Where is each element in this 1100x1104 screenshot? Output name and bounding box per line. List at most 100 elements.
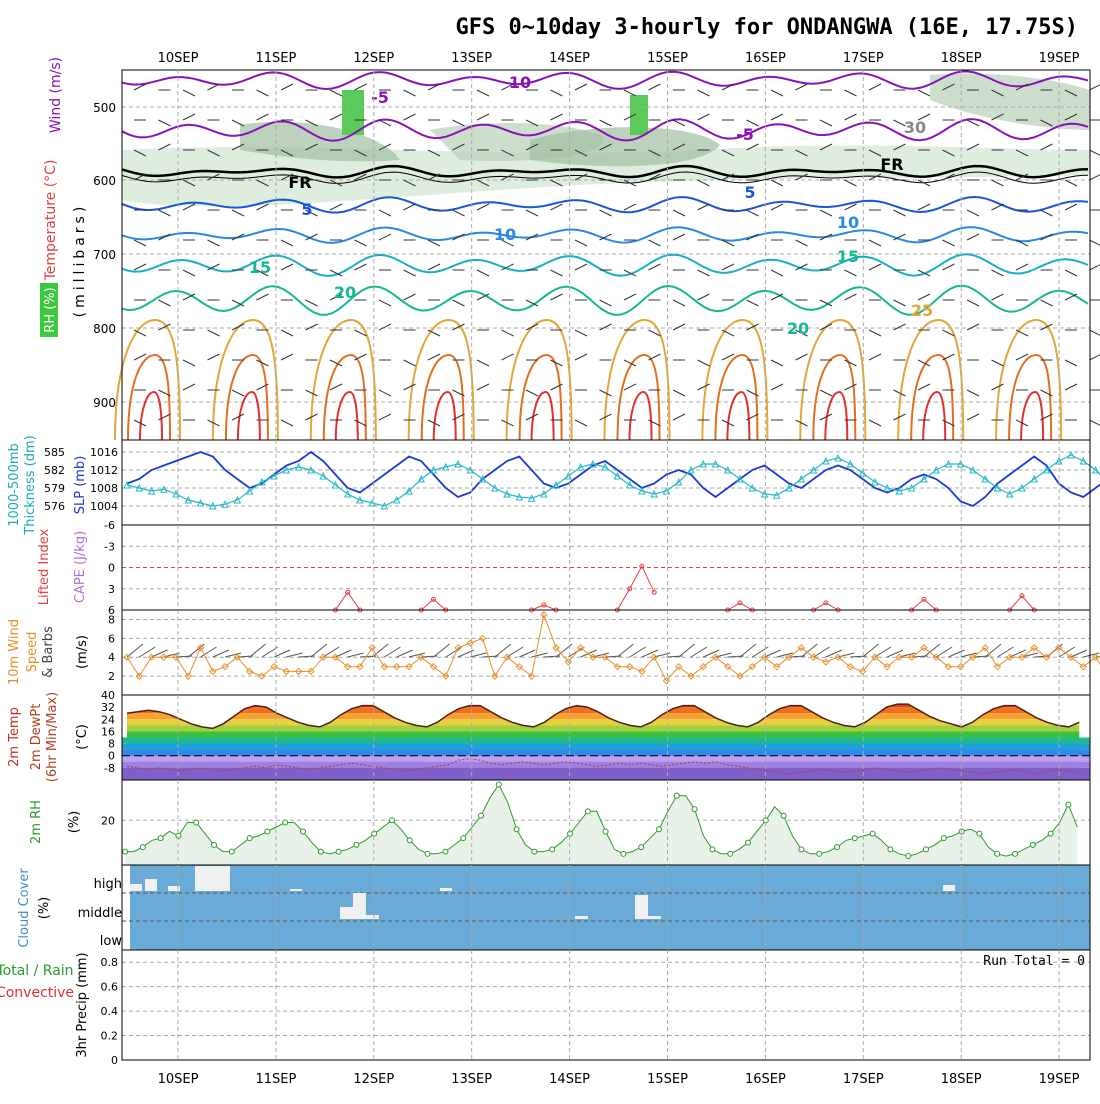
wind-barb [281,240,293,246]
cloud-tick-label: middle [78,906,122,921]
temp2m-band-low [122,744,1090,750]
wind-barb [281,354,293,360]
wind10-barb [372,644,388,657]
wind-barb [771,90,783,96]
wind-barb [281,330,293,336]
date-label-top: 19SEP [1039,51,1080,66]
wind10-barb [814,647,830,657]
wind10-ylabel: Speed [25,632,40,673]
cloud-high-bar [195,866,230,891]
wind-barb [502,330,514,336]
wind-barb [575,354,587,360]
rh2m-point [229,849,234,854]
wind-barb [771,360,783,366]
wind-barb [183,90,195,96]
wind-barb [918,90,930,96]
precip-ylabel-total: Total / Rain [0,963,74,979]
wind-barb [232,210,244,216]
precip-ylabel-convective: Convective [0,985,74,1001]
wind-barb [967,324,979,330]
wind-barb [379,300,391,306]
wind-barb [673,390,685,396]
wind-barb [1041,144,1053,150]
wind-barb [600,324,612,330]
wind-barb [967,234,979,240]
wind-barb [306,300,318,306]
wind-barb [845,180,857,186]
temp2m-band-low [122,768,1090,780]
wind-barb [820,120,832,126]
wind-barb [673,324,685,330]
wind10-barb [691,647,707,657]
wind-barb [698,180,710,186]
contour-30 [128,355,170,440]
rh2m-point [728,851,733,856]
wind-barb [992,270,1004,276]
wind-barb [918,204,930,210]
wind-barb [600,390,612,396]
wind-barb [404,384,416,390]
wind-barb [845,114,857,120]
wind-barb [698,384,710,390]
wind-barb [330,90,342,96]
contour-label: 25 [911,301,933,320]
rh2m-point [301,829,306,834]
profile-tick-label: 700 [93,248,116,262]
wind-barb [1090,264,1100,270]
profile-tick-label: 500 [93,101,116,115]
wind-barb [1090,420,1100,426]
temp2m-tick-label: 8 [108,738,115,751]
cloud-high-bar [130,884,142,891]
wind-barb [551,114,563,120]
contour-35 [923,392,945,440]
lifted-line [532,605,557,610]
wind-barb [820,324,832,330]
contour-30 [520,355,562,440]
wind-barb [208,330,220,336]
wind-barb [477,270,489,276]
rh2m-point [799,847,804,852]
wind-barb [698,294,710,300]
rh2m-ylabel: 2m RH [29,800,44,844]
temp2m-band [122,701,1090,707]
wind-barb [967,390,979,396]
date-label-bottom: 16SEP [745,1072,786,1087]
wind10-tick-label: 6 [108,632,115,645]
rh2m-point [425,851,430,856]
wind-barb [355,240,367,246]
chart-title: GFS 0~10day 3-hourly for ONDANGWA (16E, … [455,15,1078,40]
wind10-ylabel: & Barbs [41,626,56,678]
rh2m-point [123,849,128,854]
wind-barb [404,360,416,366]
wind-barb [526,390,538,396]
wind10-barb [213,650,229,657]
wind-barb [281,264,293,270]
wind-barb [330,204,342,210]
wind-barb [673,210,685,216]
contour-30 [226,355,268,440]
profile-ylabel-temp: Temperature (°C) [43,160,59,282]
wind-barb [1065,270,1077,276]
wind-barb [575,330,587,336]
wind-barb [624,384,636,390]
date-label-bottom: 18SEP [941,1072,982,1087]
rh2m-point [1048,831,1053,836]
contour-label: -5 [371,88,389,107]
contour-label: FR [880,155,903,174]
wind10-barb [948,650,964,657]
wind-barb [575,84,587,90]
wind-barb [134,240,146,246]
rh2m-point [924,847,929,852]
wind-barb [649,264,661,270]
wind10-line [127,615,1100,681]
precip-tick-label: 0.6 [101,981,119,994]
wind-barb [600,120,612,126]
lifted-ylabel: Lifted Index [37,528,52,605]
wind-barb [257,114,269,120]
wind-barb [551,90,563,96]
slp-ylabel: SLP (mb) [73,456,88,515]
wind-barb [918,384,930,390]
contour-30 [911,355,953,440]
wind-barb [771,384,783,390]
